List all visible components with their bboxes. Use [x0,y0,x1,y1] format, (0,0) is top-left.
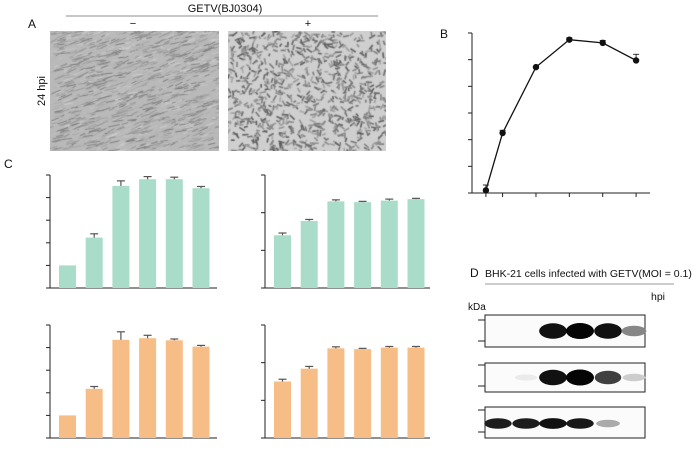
protein-band [621,325,647,337]
protein-band [596,419,620,428]
bar [300,368,318,438]
bar [112,339,130,438]
lane-unit: hpi [651,291,665,303]
blot-capsid [478,362,646,393]
label-infected: + [305,18,311,30]
bar [139,338,157,438]
blot-title: BHK-21 cells infected with GETV(MOI = 0.… [485,268,692,280]
bar [165,179,183,288]
kda-label: kDa [468,302,486,313]
bar [85,388,103,438]
bar [380,347,398,438]
micrograph-uninfected [50,31,219,151]
blot--tubulin [478,406,646,439]
bar [274,235,291,288]
bar [354,349,372,438]
protein-band [622,373,646,382]
data-point [599,39,606,47]
protein-band [566,369,594,386]
bar [192,346,210,438]
panel-label-a: A [28,17,36,31]
micrograph-infected [228,31,386,151]
bar [327,201,345,288]
row-label-24hpi: 24 hpi [36,76,48,106]
panel-label-c: C [4,157,13,171]
chart-c1 [46,174,217,289]
bar [274,381,291,438]
bar [139,179,157,288]
bar [192,188,210,288]
protein-band [512,418,540,429]
protein-band [566,418,594,429]
bar [327,348,345,438]
chart-c4 [261,324,430,439]
chart-c2 [261,174,430,289]
bar [112,185,130,288]
protein-band [566,323,594,339]
panel-a-header: GETV(BJ0304) [188,3,263,15]
protein-band [539,369,567,386]
protein-band [594,323,622,339]
label-uninfected: − [130,18,136,30]
protein-band [484,418,512,429]
data-point [632,57,640,64]
chart-b [468,32,650,197]
protein-band [539,323,567,339]
protein-band [539,418,567,429]
protein-band [594,370,622,385]
bar [59,415,76,438]
bar [407,347,425,438]
bar [59,265,76,288]
data-point [532,63,540,71]
data-point [482,187,490,194]
data-point [499,129,506,137]
bar [300,220,318,288]
blot-e1 [478,314,647,348]
bar [165,340,183,438]
panel-label-b: B [440,27,448,41]
bar [380,200,398,288]
bar [407,199,425,288]
bar [354,202,372,288]
protein-band [514,374,538,381]
series-line [485,38,637,191]
data-point [566,36,573,43]
bar [85,237,103,288]
chart-c3 [46,324,217,439]
panel-label-d: D [470,266,479,280]
